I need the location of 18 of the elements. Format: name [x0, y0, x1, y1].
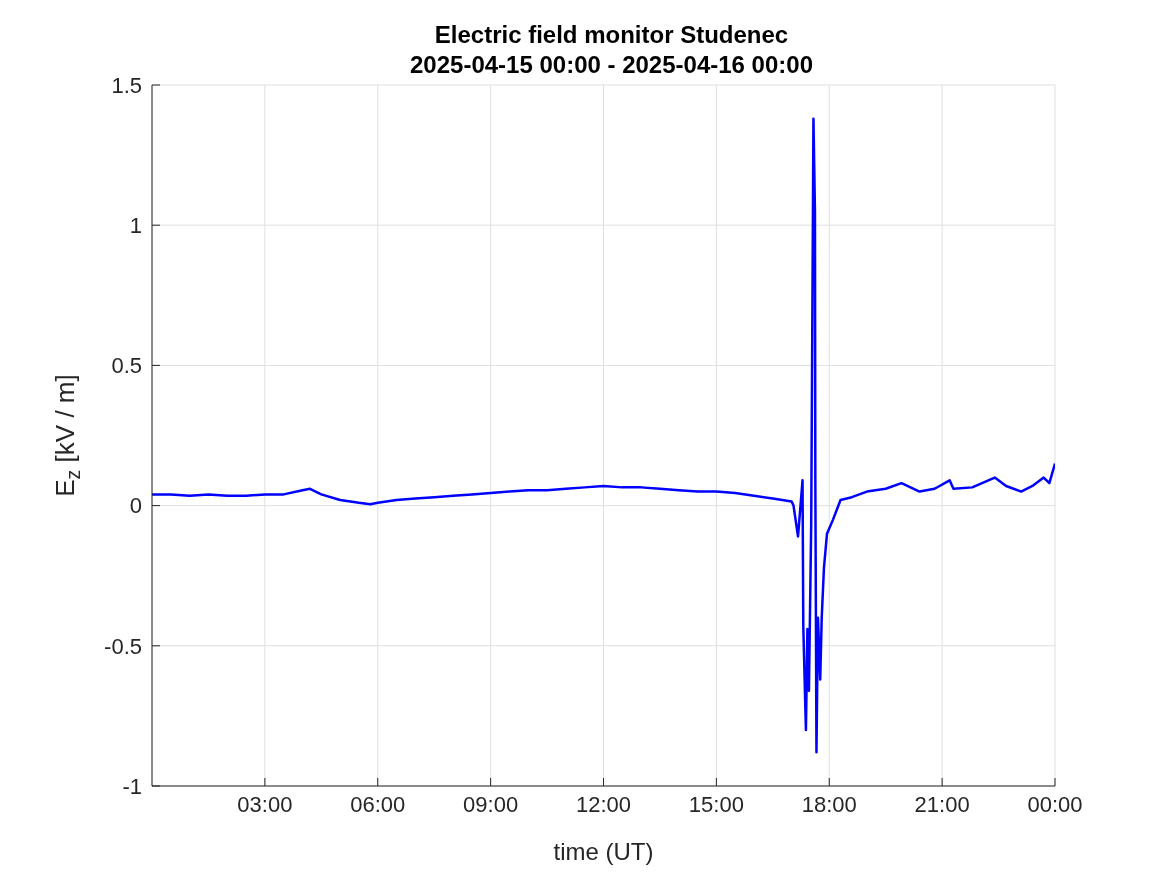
y-tick-label: -1 — [122, 773, 142, 799]
x-tick-label: 06:00 — [350, 791, 406, 817]
x-tick-label: 12:00 — [575, 791, 632, 817]
x-tick-label: 00:00 — [1027, 791, 1083, 817]
x-axis-title: time (UT) — [553, 838, 654, 865]
y-tick-label: 0 — [129, 493, 142, 519]
y-tick-label: 1.5 — [111, 72, 142, 98]
x-tick-label: 21:00 — [914, 791, 970, 817]
y-tick-label: -0.5 — [104, 633, 142, 659]
y-tick-label: 0.5 — [111, 353, 142, 379]
y-tick-label: 1 — [129, 213, 142, 239]
x-tick-label: 15:00 — [688, 791, 744, 817]
chart-title: Electric field monitor Studenec — [433, 20, 790, 50]
line-series — [152, 117, 1055, 754]
x-tick-label: 09:00 — [463, 791, 519, 817]
x-tick-label: 18:00 — [801, 791, 857, 817]
x-tick-label: 03:00 — [237, 791, 293, 817]
chart-subtitle: 2025-04-15 00:00 - 2025-04-16 00:00 — [410, 51, 813, 78]
